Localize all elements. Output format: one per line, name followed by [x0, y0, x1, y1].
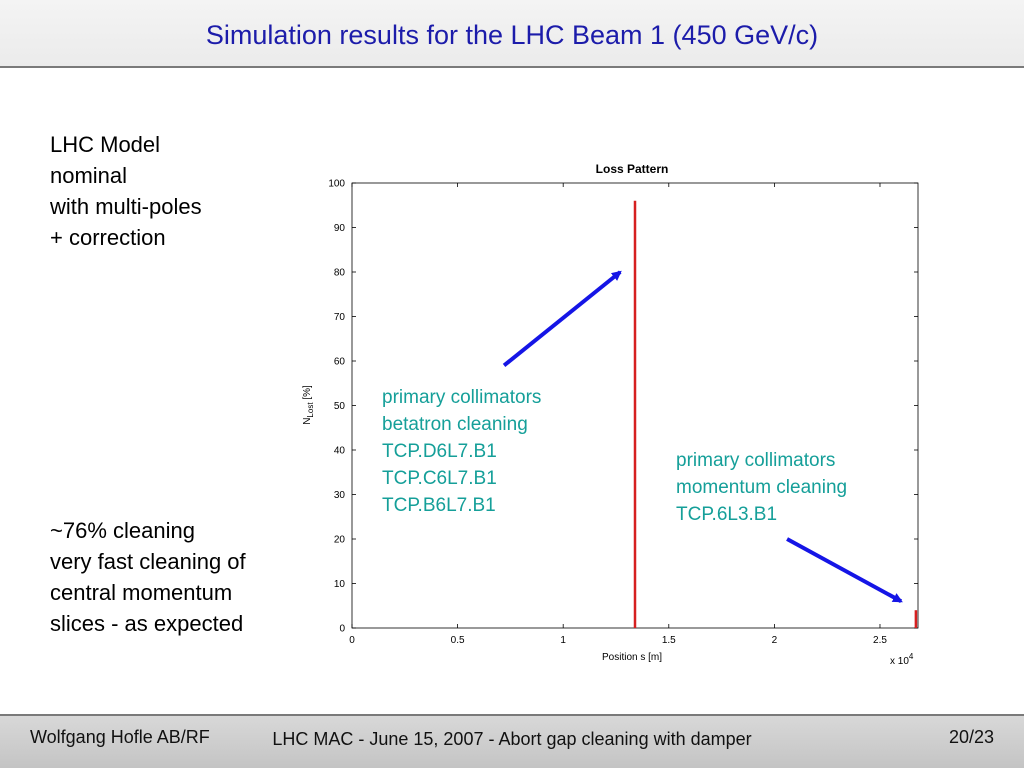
y-axis-label: NLost [%] — [302, 385, 315, 425]
summary-line: very fast cleaning of — [50, 549, 246, 574]
annotation-arrow — [786, 537, 903, 604]
slide-title: Simulation results for the LHC Beam 1 (4… — [205, 20, 819, 50]
x-tick-label: 2 — [772, 635, 778, 646]
x-axis-multiplier-base: x 10 — [890, 656, 909, 667]
slide-footer: Wolfgang Hofle AB/RF LHC MAC - June 15, … — [0, 714, 1024, 768]
loss-pattern-chart: Loss Pattern 0 10 20 30 40 50 60 70 80 90 100 0 0.5… — [290, 158, 940, 678]
annotation-line: betatron cleaning — [382, 414, 528, 435]
x-tick-label: 0 — [349, 635, 355, 646]
loss-bars — [633, 200, 918, 628]
annotation-arrows — [502, 270, 903, 604]
summary-line: central momentum — [50, 580, 233, 605]
chart-title: Loss Pattern — [596, 162, 669, 176]
footer-author: Wolfgang Hofle AB/RF — [30, 727, 210, 747]
y-tick-label: 80 — [334, 268, 346, 279]
cleaning-summary: ~76% cleaning very fast cleaning of cent… — [50, 515, 246, 639]
annotation-arrow — [502, 270, 622, 368]
y-tick-label: 60 — [334, 357, 346, 368]
annotation-line: TCP.B6L7.B1 — [382, 495, 496, 516]
y-tick-label: 90 — [334, 223, 346, 234]
y-tick-label: 30 — [334, 490, 346, 501]
annotation-line: TCP.D6L7.B1 — [382, 441, 497, 462]
y-tick-label: 40 — [334, 446, 346, 457]
chart-svg: Loss Pattern 0 10 20 30 40 50 60 70 80 90 100 0 0.5… — [302, 162, 919, 667]
x-tick-label: 0.5 — [451, 635, 465, 646]
model-line: + correction — [50, 225, 166, 250]
y-axis-label-main: N — [302, 418, 313, 425]
footer-event: LHC MAC - June 15, 2007 - Abort gap clea… — [272, 729, 752, 749]
y-axis: 0 10 20 30 40 50 60 70 80 90 100 — [328, 179, 918, 635]
x-tick-label: 2.5 — [873, 635, 887, 646]
betatron-annotation: primary collimators betatron cleaning TC… — [382, 384, 541, 519]
annotation-line: momentum cleaning — [676, 477, 848, 498]
y-axis-label-unit: [%] — [302, 385, 313, 402]
x-axis-multiplier: x 104 — [890, 652, 914, 667]
annotation-line: primary collimators — [676, 450, 836, 471]
y-tick-label: 100 — [328, 179, 345, 190]
momentum-annotation: primary collimators momentum cleaning TC… — [676, 447, 847, 528]
model-line: with multi-poles — [50, 194, 202, 219]
x-axis-multiplier-exponent: 4 — [909, 652, 914, 661]
model-description: LHC Model nominal with multi-poles + cor… — [50, 129, 202, 253]
y-tick-label: 20 — [334, 535, 346, 546]
y-axis-label-subscript: Lost — [306, 402, 315, 418]
y-tick-label: 0 — [339, 624, 345, 635]
annotation-line: primary collimators — [382, 387, 542, 408]
model-line: LHC Model — [50, 132, 161, 157]
x-axis: 0 0.5 1 1.5 2 2.5 — [349, 183, 887, 646]
annotation-line: TCP.6L3.B1 — [676, 504, 778, 525]
x-tick-label: 1 — [560, 635, 566, 646]
summary-line: ~76% cleaning — [50, 518, 195, 543]
page-number: 20/23 — [948, 727, 994, 747]
x-axis-label: Position s [m] — [602, 652, 662, 663]
annotation-line: TCP.C6L7.B1 — [382, 468, 497, 489]
y-tick-label: 70 — [334, 312, 346, 323]
slide-header: Simulation results for the LHC Beam 1 (4… — [0, 0, 1024, 68]
model-line: nominal — [50, 163, 128, 188]
y-tick-label: 10 — [334, 579, 346, 590]
summary-line: slices - as expected — [50, 611, 244, 636]
x-tick-label: 1.5 — [662, 635, 676, 646]
y-tick-label: 50 — [334, 401, 346, 412]
